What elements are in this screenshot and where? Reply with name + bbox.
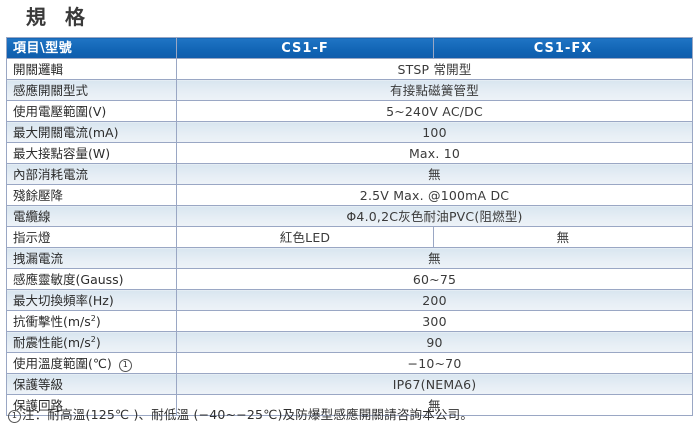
row-value-cs1f: 紅色LED [176,226,434,248]
table-row: 使用溫度範圍(℃) 1 −10~70 [6,352,693,374]
row-value-shared: 2.5V Max. @100mA DC [176,184,693,206]
column-header-model-cs1f: CS1-F [176,37,434,59]
row-label: 保護回路 [6,394,177,416]
table-body: 開關邏輯 STSP 常開型 感應開關型式 有接點磁簧管型 使用電壓範圍(V) 5~240V… [6,58,693,416]
column-header-item: 項目\型號 [6,37,177,59]
table-header-row: 項目\型號 CS1-F CS1-FX [6,37,693,59]
row-label: 使用溫度範圍(℃) 1 [6,352,177,374]
table-row: 保護等級 IP67(NEMA6) [6,373,693,395]
row-value-cs1fx: 無 [433,226,693,248]
table-row: 抗衝擊性(m/s2) 300 [6,310,693,332]
row-label: 電纜線 [6,205,177,227]
row-label: 最大切換頻率(Hz) [6,289,177,311]
row-label: 保護等級 [6,373,177,395]
row-value-shared: 100 [176,121,693,143]
footnote: 1 注：耐高溫(125℃ )、耐低溫 (−40~−25℃)及防爆型感應開關請咨詢本… [8,404,473,423]
table-row: 使用電壓範圍(V) 5~240V AC/DC [6,100,693,122]
footnote-text: 注：耐高溫(125℃ )、耐低溫 (−40~−25℃)及防爆型感應開關請咨詢本公… [22,407,474,422]
row-value-shared: Φ4.0,2C灰色耐油PVC(阻燃型) [176,205,693,227]
row-value-shared: 無 [176,247,693,269]
row-value-shared: 90 [176,331,693,353]
page-title: 規 格 [26,5,91,29]
row-label: 內部消耗電流 [6,163,177,185]
row-value-shared: 5~240V AC/DC [176,100,693,122]
row-label: 指示燈 [6,226,177,248]
row-label: 殘餘壓降 [6,184,177,206]
row-value-shared: 有接點磁簧管型 [176,79,693,101]
row-label: 抗衝擊性(m/s2) [6,310,177,332]
row-value-shared: Max. 10 [176,142,693,164]
table-row: 最大接點容量(W) Max. 10 [6,142,693,164]
row-label: 感應開關型式 [6,79,177,101]
row-label: 拽漏電流 [6,247,177,269]
table-row: 最大開關電流(mA) 100 [6,121,693,143]
table-row: 拽漏電流無 [6,247,693,269]
row-value-shared: IP67(NEMA6) [176,373,693,395]
row-label: 最大開關電流(mA) [6,121,177,143]
row-label: 耐震性能(m/s2) [6,331,177,353]
row-label: 使用電壓範圍(V) [6,100,177,122]
column-header-model-cs1fx: CS1-FX [433,37,693,59]
row-value-shared: 無 [176,163,693,185]
row-label: 開關邏輯 [6,58,177,80]
row-value-shared: 200 [176,289,693,311]
table-row: 保護回路無 [6,394,693,416]
row-value-shared: STSP 常開型 [176,58,693,80]
table-row: 電纜線 Φ4.0,2C灰色耐油PVC(阻燃型) [6,205,693,227]
row-value-shared: −10~70 [176,352,693,374]
row-value-shared: 60~75 [176,268,693,290]
table-row: 感應開關型式 有接點磁簧管型 [6,79,693,101]
table-row: 內部消耗電流無 [6,163,693,185]
table-row: 耐震性能(m/s2) 90 [6,331,693,353]
table-row: 感應靈敏度(Gauss) 60~75 [6,268,693,290]
table-row: 開關邏輯 STSP 常開型 [6,58,693,80]
table-row: 指示燈 紅色LED 無 [6,226,693,248]
row-value-shared: 300 [176,310,693,332]
table-row: 殘餘壓降 2.5V Max. @100mA DC [6,184,693,206]
footnote-marker-icon: 1 [8,410,21,423]
table-header: 項目\型號 CS1-F CS1-FX [6,37,693,59]
specification-table: 項目\型號 CS1-F CS1-FX 開關邏輯 STSP 常開型 感應開關型式 有接點… [6,37,693,416]
table-row: 最大切換頻率(Hz) 200 [6,289,693,311]
row-label: 最大接點容量(W) [6,142,177,164]
row-label: 感應靈敏度(Gauss) [6,268,177,290]
row-value-shared: 無 [176,394,693,416]
